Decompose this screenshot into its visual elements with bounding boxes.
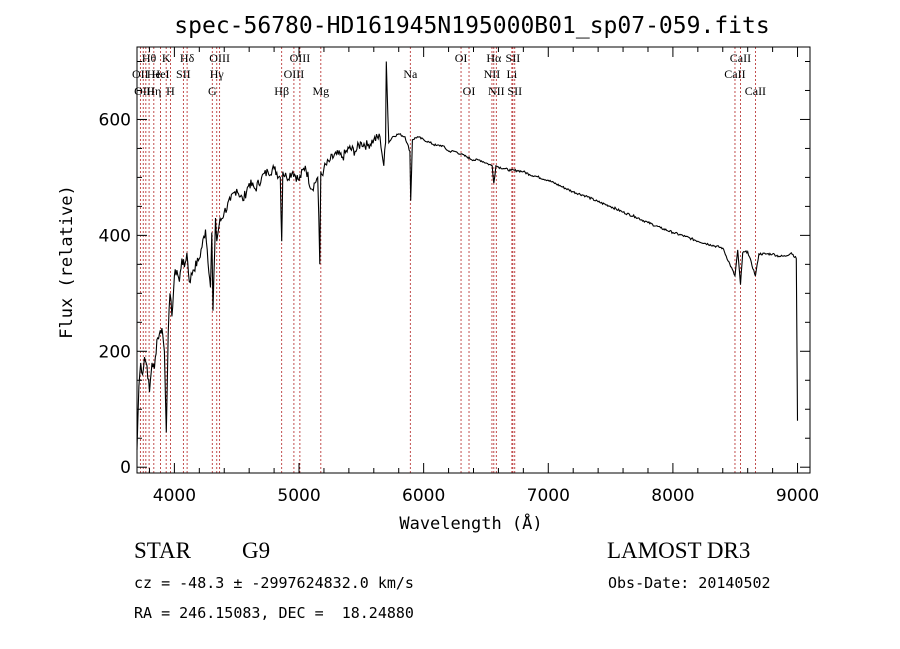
x-axis-label: Wavelength (Å) — [399, 512, 542, 534]
line-label: CaII — [745, 84, 766, 98]
tick-label: 7000 — [527, 486, 570, 506]
line-label: SII — [176, 67, 191, 81]
line-label: OIII — [209, 51, 230, 65]
line-label: OIII — [134, 84, 155, 98]
line-label: H — [166, 84, 175, 98]
tick-label: 4000 — [153, 486, 196, 506]
line-label: NII — [488, 84, 505, 98]
object-subclass: G9 — [242, 538, 271, 563]
line-label: Hθ — [142, 51, 157, 65]
line-label: Li — [507, 67, 518, 81]
survey-name: LAMOST DR3 — [607, 538, 751, 563]
line-label: G — [208, 84, 217, 98]
plot-frame — [136, 46, 811, 474]
line-label: Na — [403, 67, 418, 81]
tick-label: 9000 — [776, 486, 819, 506]
coordinates: RA = 246.15083, DEC = 18.24880 — [134, 604, 414, 622]
line-label: HeI — [152, 67, 170, 81]
line-label: OIII — [284, 67, 305, 81]
line-label: K — [162, 51, 171, 65]
axis-ticks: 4000 5000 6000 7000 8000 9000 0 200 400 600 — [99, 47, 819, 506]
tick-label: 200 — [99, 342, 131, 362]
line-label: OI — [463, 84, 476, 98]
redshift-line: cz = -48.3 ± -2997624832.0 km/s — [134, 574, 414, 592]
y-axis-label: Flux (relative) — [57, 185, 77, 339]
line-label: SII — [506, 51, 521, 65]
line-label: SII — [507, 84, 522, 98]
emission-line-markers — [139, 47, 756, 473]
line-label: OII — [132, 67, 149, 81]
tick-label: 6000 — [402, 486, 445, 506]
observation-date: Obs-Date: 20140502 — [608, 574, 771, 592]
line-label: Hγ — [210, 67, 225, 81]
line-label: Hη — [146, 84, 161, 98]
spectrum-line — [136, 61, 799, 450]
line-label: Hβ — [274, 84, 289, 98]
chart-title: spec-56780-HD161945N195000B01_sp07-059.f… — [174, 13, 769, 39]
line-label: NII — [484, 67, 501, 81]
line-label: Mg — [312, 84, 329, 98]
line-label: Hδ — [180, 51, 195, 65]
object-class: STAR — [134, 538, 191, 563]
tick-label: 400 — [99, 226, 131, 246]
line-label: OIII — [290, 51, 311, 65]
tick-label: 5000 — [277, 486, 320, 506]
line-label: Hα — [486, 51, 502, 65]
tick-label: 8000 — [651, 486, 694, 506]
tick-label: 600 — [99, 110, 131, 130]
line-label: CaII — [724, 67, 745, 81]
line-label: CaII — [730, 51, 751, 65]
line-label: He — [147, 67, 161, 81]
line-label: OI — [455, 51, 468, 65]
tick-label: 0 — [120, 458, 131, 478]
